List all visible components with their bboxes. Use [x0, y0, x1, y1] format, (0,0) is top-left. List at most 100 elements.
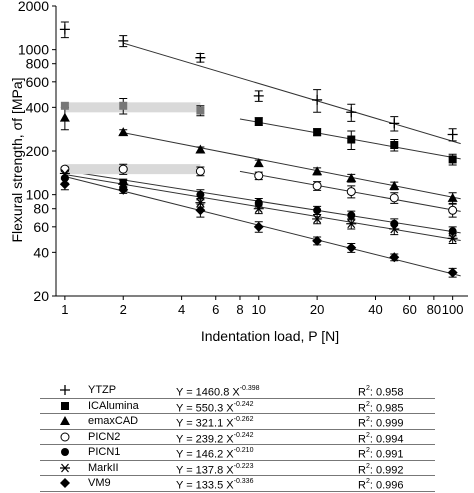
- legend-r2-value: : 0.985: [369, 402, 404, 415]
- legend-marker: [60, 416, 70, 425]
- y-tick-label: 800: [26, 56, 50, 72]
- legend-divider: [40, 428, 435, 430]
- fit-lines: [64, 42, 461, 277]
- data-point-ICAlumina: [196, 106, 205, 115]
- legend-equation: Y = 321.1 X-0.262: [176, 414, 253, 431]
- legend-series-name: PICN1: [88, 446, 121, 458]
- x-tick-label: 100: [442, 302, 464, 317]
- legend-marker-icon: [60, 463, 70, 472]
- data-point-emaxCAD: [118, 127, 129, 137]
- legend-marker: [61, 448, 69, 456]
- data-point-MarkII: [253, 204, 264, 214]
- legend-row: MarkII Y = 137.8 X-0.223 R2: 0.992: [40, 461, 460, 476]
- x-tick-label: 40: [368, 302, 382, 317]
- legend-marker: [60, 432, 70, 441]
- legend-row: PICN2 Y = 239.2 X-0.242 R2: 0.994: [40, 430, 460, 447]
- x-tick-label: 8: [236, 302, 243, 317]
- data-point-VM9: [253, 221, 264, 232]
- legend-equation: Y = 550.3 X-0.242: [176, 399, 253, 416]
- x-tick-label: 60: [402, 302, 416, 317]
- data-point-MarkII: [118, 179, 129, 189]
- data-point-emaxCAD: [312, 166, 323, 176]
- legend-marker-icon: [61, 401, 69, 410]
- data-point-YTZP: [118, 35, 129, 46]
- y-tick-label: 200: [26, 143, 50, 159]
- data-point-YTZP: [312, 94, 323, 105]
- legend-r2: R2: 0.999: [358, 414, 404, 431]
- legend-series-name: PICN2: [88, 430, 121, 443]
- legend-divider: [40, 459, 435, 461]
- legend-equation-exponent: -0.336: [233, 478, 254, 485]
- legend-marker: [60, 463, 70, 472]
- data-point-MarkII: [195, 198, 206, 208]
- data-point-PICN1: [448, 227, 457, 236]
- legend-marker-icon: [60, 385, 70, 395]
- legend-r2: R2: 0.985: [358, 399, 404, 416]
- data-point-MarkII: [346, 219, 357, 229]
- x-tick-label: 10: [252, 302, 266, 317]
- data-point-ICAlumina: [313, 128, 322, 137]
- legend-series-name: VM9: [88, 477, 111, 489]
- legend-equation: Y = 1460.8 X-0.398: [176, 383, 260, 400]
- y-tick-label: 80: [33, 201, 49, 217]
- data-point-PICN2: [346, 187, 356, 197]
- data-point-ICAlumina: [60, 101, 69, 110]
- data-markers: [59, 24, 458, 278]
- data-point-VM9: [447, 267, 458, 278]
- legend-marker-icon: [61, 448, 69, 456]
- legend-r2: R2: 0.994: [358, 430, 404, 447]
- legend-row: emaxCAD Y = 321.1 X-0.262 R2: 0.999: [40, 414, 460, 431]
- x-tick-label: 20: [310, 302, 324, 317]
- legend-r2-value: : 0.958: [369, 386, 404, 399]
- x-tick-label: 80: [427, 302, 441, 317]
- x-tick-label: 4: [178, 302, 185, 317]
- data-point-VM9: [59, 179, 70, 190]
- legend-r2-label: R: [358, 417, 366, 430]
- data-point-PICN2: [254, 171, 264, 181]
- data-point-emaxCAD: [253, 158, 264, 168]
- legend-row: PICN1 Y = 146.2 X-0.210 R2: 0.991: [40, 445, 460, 462]
- data-point-PICN2: [60, 164, 70, 174]
- legend-row: ICAlumina Y = 550.3 X-0.242 R2: 0.985: [40, 399, 460, 416]
- legend-equation-exponent: -0.262: [233, 416, 254, 423]
- x-tick-label: 1: [61, 302, 68, 317]
- data-point-VM9: [346, 242, 357, 253]
- data-point-VM9: [389, 252, 400, 263]
- data-point-emaxCAD: [59, 112, 70, 122]
- data-point-ICAlumina: [390, 140, 399, 149]
- data-point-ICAlumina: [119, 101, 128, 110]
- legend-equation-exponent: -0.242: [233, 400, 254, 408]
- legend-r2-superscript: 2: [365, 447, 370, 454]
- data-point-YTZP: [346, 107, 357, 118]
- data-point-PICN1: [347, 211, 356, 220]
- data-point-MarkII: [312, 214, 323, 224]
- legend-r2-label: R: [358, 433, 366, 446]
- data-point-MarkII: [389, 224, 400, 234]
- data-point-VM9: [195, 205, 206, 216]
- legend-equation-text: Y = 1460.8 X: [176, 386, 240, 399]
- legend-equation-text: Y = 146.2 X: [176, 448, 234, 461]
- x-axis-label: Indentation load, P [N]: [201, 328, 339, 344]
- data-point-YTZP: [195, 52, 206, 63]
- y-tick-label: 2000: [18, 0, 49, 14]
- legend-series-name: emaxCAD: [88, 415, 139, 427]
- data-point-MarkII: [447, 233, 458, 243]
- y-tick-label: 40: [33, 244, 49, 260]
- data-point-ICAlumina: [448, 155, 457, 164]
- legend-marker: [60, 385, 70, 395]
- data-point-emaxCAD: [195, 144, 206, 154]
- legend-equation: Y = 239.2 X-0.242: [176, 430, 253, 447]
- reference-band: [64, 164, 201, 175]
- x-tick-label: 2: [120, 302, 127, 317]
- data-point-VM9: [118, 184, 129, 195]
- legend-r2-label: R: [358, 386, 366, 399]
- legend-r2-superscript: 2: [365, 385, 370, 392]
- legend-row: YTZP Y = 1460.8 X-0.398 R2: 0.958: [40, 383, 460, 400]
- data-point-PICN1: [254, 198, 263, 207]
- legend-divider: [40, 490, 435, 492]
- legend-r2: R2: 0.991: [358, 445, 404, 462]
- legend-r2-label: R: [358, 402, 366, 415]
- legend-r2-superscript: 2: [365, 400, 370, 408]
